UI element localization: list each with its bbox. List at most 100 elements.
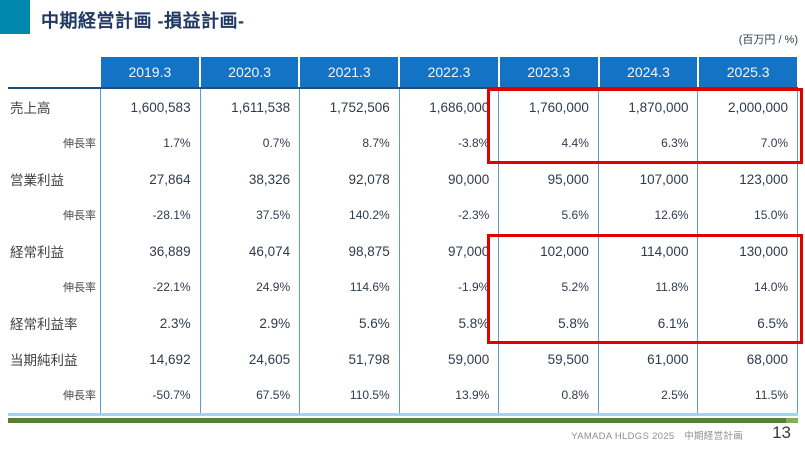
table-cell: 5.2%: [498, 269, 598, 305]
table-cell: 2,000,000: [697, 89, 799, 125]
table-row: 営業利益 27,864 38,326 92,078 90,000 95,000 107,00…: [8, 161, 799, 197]
table-cell: -50.7%: [100, 377, 200, 413]
row-label: 売上高: [10, 101, 51, 116]
table-row: 当期純利益 14,692 24,605 51,798 59,000 59,500 61,00…: [8, 341, 799, 377]
table-cell: 1.7%: [100, 125, 200, 161]
table-cell: 2.5%: [597, 377, 698, 413]
table-header-row: 2019.3 2020.3 2021.3 2022.3 2023.3 2024.3 2025…: [8, 57, 798, 87]
table-cell: 123,000: [697, 161, 799, 197]
column-header: 2021.3: [300, 57, 399, 87]
table-cell: 5.6%: [498, 197, 598, 233]
table-cell: 11.5%: [697, 377, 799, 413]
table-cell: 24.9%: [199, 269, 300, 305]
table-cell: 8.7%: [299, 125, 399, 161]
table-cell: 130,000: [697, 233, 799, 269]
table-cell: 1,611,538: [199, 89, 300, 125]
column-header: 2023.3: [499, 57, 598, 87]
table-cell: 11.8%: [597, 269, 698, 305]
table-cell: 5.6%: [299, 305, 399, 341]
table-cell: -1.9%: [398, 269, 499, 305]
highlight-box-ordinary-income: [487, 234, 803, 344]
column-header: 2020.3: [200, 57, 299, 87]
table-cell: 90,000: [398, 161, 499, 197]
table-cell: 5.8%: [398, 305, 499, 341]
table-cell: -28.1%: [100, 197, 200, 233]
table-cell: 68,000: [697, 341, 799, 377]
table-cell: 114,000: [597, 233, 698, 269]
table-cell: -3.8%: [398, 125, 499, 161]
table-cell: 1,870,000: [597, 89, 698, 125]
table-cell: 37.5%: [199, 197, 300, 233]
row-label: 経常利益率: [10, 317, 78, 332]
table-cell: 12.6%: [597, 197, 698, 233]
table-cell: 15.0%: [697, 197, 799, 233]
table-cell: 1,600,583: [100, 89, 200, 125]
table-cell: 114.6%: [299, 269, 399, 305]
table-body: 売上高 1,600,583 1,611,538 1,752,506 1,686,000 1…: [8, 87, 799, 416]
table-cell: 46,074: [199, 233, 300, 269]
table-cell: 4.4%: [498, 125, 598, 161]
row-label: 経常利益: [10, 245, 64, 260]
table-row: 経常利益率 2.3% 2.9% 5.6% 5.8% 5.8% 6.1% 6.5%: [8, 305, 799, 341]
page-title: 中期経営計画 -損益計画-: [41, 11, 245, 31]
table-row: 経常利益 36,889 46,074 98,875 97,000 102,000 114,0…: [8, 233, 799, 269]
table-cell: -22.1%: [100, 269, 200, 305]
table-row: 売上高 1,600,583 1,611,538 1,752,506 1,686,000 1…: [8, 89, 799, 125]
table-cell: 51,798: [299, 341, 399, 377]
row-label: 当期純利益: [10, 353, 78, 368]
table-cell: 59,000: [398, 341, 499, 377]
table-cell: 14,692: [100, 341, 200, 377]
table-cell: 1,760,000: [498, 89, 598, 125]
column-header: 2025.3: [699, 57, 798, 87]
table-cell: 140.2%: [299, 197, 399, 233]
pnl-table: 2019.3 2020.3 2021.3 2022.3 2023.3 2024.3 2025…: [8, 57, 799, 416]
table-cell: 0.8%: [498, 377, 598, 413]
row-label: 営業利益: [10, 173, 64, 188]
table-cell: 38,326: [199, 161, 300, 197]
table-cell: 2.9%: [199, 305, 300, 341]
column-header: 2022.3: [400, 57, 498, 87]
table-cell: 67.5%: [199, 377, 300, 413]
header-label-spacer: [8, 57, 100, 87]
table-cell: 59,500: [498, 341, 598, 377]
footer-divider-bar-tip: [786, 418, 798, 423]
table-cell: 61,000: [597, 341, 698, 377]
table-cell: 6.3%: [597, 125, 698, 161]
row-label: 伸長率: [63, 282, 96, 294]
footer-divider-bar: [8, 418, 798, 423]
table-cell: 1,686,000: [398, 89, 499, 125]
table-cell: 36,889: [100, 233, 200, 269]
table-cell: 0.7%: [199, 125, 300, 161]
table-cell: 14.0%: [697, 269, 799, 305]
table-cell: 98,875: [299, 233, 399, 269]
row-label: 伸長率: [63, 390, 96, 402]
table-row: 伸長率 1.7% 0.7% 8.7% -3.8% 4.4% 6.3% 7.0%: [8, 125, 799, 161]
footer-text: YAMADA HLDGS 2025 中期経営計画: [571, 431, 743, 442]
table-row: 伸長率 -22.1% 24.9% 114.6% -1.9% 5.2% 11.8% 14.0%: [8, 269, 799, 305]
unit-label: (百万円 / %): [738, 34, 798, 46]
table-cell: 92,078: [299, 161, 399, 197]
table-cell: 2.3%: [100, 305, 200, 341]
table-row: 伸長率 -28.1% 37.5% 140.2% -2.3% 5.6% 12.6% 15.0%: [8, 197, 799, 233]
table-cell: 97,000: [398, 233, 499, 269]
title-accent-square: [0, 0, 30, 34]
table-cell: 107,000: [597, 161, 698, 197]
table-cell: 6.5%: [697, 305, 799, 341]
table-cell: 95,000: [498, 161, 598, 197]
table-row: 伸長率 -50.7% 67.5% 110.5% 13.9% 0.8% 2.5% 11.5%: [8, 377, 799, 413]
column-header: 2024.3: [599, 57, 698, 87]
table-cell: 110.5%: [299, 377, 399, 413]
table-cell: 6.1%: [597, 305, 698, 341]
table-cell: 24,605: [199, 341, 300, 377]
column-header: 2019.3: [101, 57, 199, 87]
highlight-box-sales: [487, 88, 803, 164]
table-cell: 102,000: [498, 233, 598, 269]
table-cell: 7.0%: [697, 125, 799, 161]
table-cell: 1,752,506: [299, 89, 399, 125]
table-cell: 5.8%: [498, 305, 598, 341]
table-cell: 13.9%: [398, 377, 499, 413]
row-label: 伸長率: [63, 138, 96, 150]
page-number: 13: [772, 423, 791, 442]
table-cell: -2.3%: [398, 197, 499, 233]
